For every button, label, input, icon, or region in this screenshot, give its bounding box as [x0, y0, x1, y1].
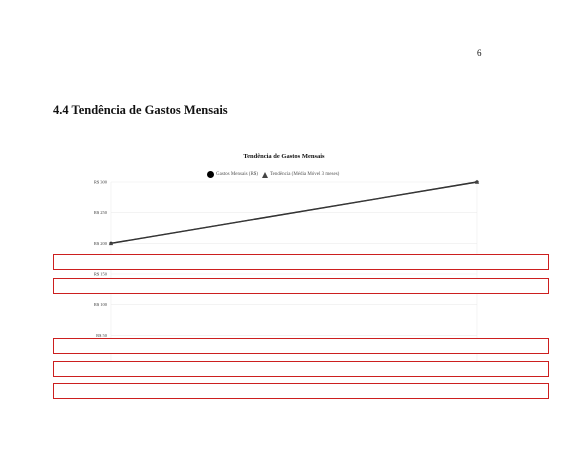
chart-series	[108, 179, 480, 246]
chart-title: Tendência de Gastos Mensais	[243, 153, 325, 160]
series-marker-1	[108, 241, 114, 246]
legend-label-tendencia: Tendência (Média Móvel 3 meses)	[269, 172, 340, 177]
y-tick-label: R$ 250	[94, 210, 108, 215]
series-marker-1	[474, 179, 480, 184]
series-line-1	[110, 181, 478, 244]
section-title: 4.4 Tendência de Gastos Mensais	[53, 103, 228, 117]
highlight-box-4	[53, 361, 549, 377]
highlight-box-5	[53, 383, 549, 399]
y-tick-label: R$ 200	[94, 241, 108, 246]
legend-label-gastos: Gastos Mensais (R$)	[216, 172, 258, 177]
page-number: 6	[477, 48, 482, 58]
legend-item-gastos[interactable]: Gastos Mensais (R$)	[207, 171, 258, 178]
legend-item-tendencia[interactable]: Tendência (Média Móvel 3 meses)	[261, 171, 340, 178]
highlight-box-2	[53, 278, 549, 294]
y-tick-label: R$ 300	[94, 180, 108, 185]
highlight-box-3	[53, 338, 549, 354]
y-tick-label: R$ 100	[94, 302, 108, 307]
chart-legend: Gastos Mensais (R$) Tendência (Média Móv…	[207, 171, 339, 178]
legend-triangle-icon	[261, 171, 268, 178]
y-tick-label: R$ 150	[94, 272, 108, 277]
highlight-box-1	[53, 254, 549, 270]
y-tick-label: R$ 50	[96, 333, 108, 338]
legend-circle-icon	[207, 171, 214, 178]
